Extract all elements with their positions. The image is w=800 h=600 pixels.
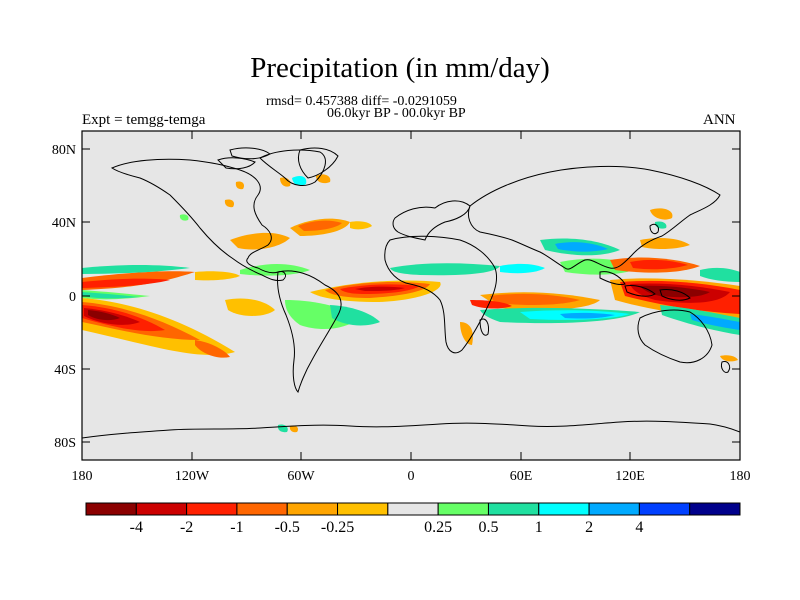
colorbar-label: 4 <box>635 519 643 536</box>
colorbar-label: 1 <box>535 519 543 536</box>
colorbar-label: -4 <box>130 519 143 536</box>
colorbar-swatch <box>85 502 137 516</box>
colorbar-swatch <box>236 502 288 516</box>
colorbar-swatch <box>186 502 238 516</box>
colorbar-label: -1 <box>230 519 243 536</box>
colorbar-label: -2 <box>180 519 193 536</box>
colorbar-swatch <box>337 502 389 516</box>
y-tick-label: 80N <box>52 143 76 158</box>
stats-line-1: rmsd= 0.457388 diff= -0.0291059 <box>266 94 457 109</box>
colorbar-swatch <box>588 502 640 516</box>
colorbar-label: -0.5 <box>275 519 300 536</box>
colorbar-labels: -4 -2 -1 -0.5 -0.25 0.25 0.5 1 2 4 <box>130 519 644 536</box>
colorbar-swatch <box>487 502 540 516</box>
x-tick-label: 60W <box>287 469 315 484</box>
colorbar-swatch <box>135 502 188 516</box>
colorbar-label: -0.25 <box>321 519 354 536</box>
x-tick-label: 180 <box>72 469 93 484</box>
x-tick-label: 60E <box>510 469 533 484</box>
colorbar-swatch <box>689 502 741 516</box>
y-tick-label: 0 <box>69 290 76 305</box>
colorbar <box>85 502 741 516</box>
x-tick-label: 120E <box>615 469 645 484</box>
x-tick-label: 180 <box>730 469 751 484</box>
y-tick-label: 40S <box>54 363 76 378</box>
y-tick-label: 40N <box>52 216 76 231</box>
colorbar-swatch <box>638 502 691 516</box>
colorbar-swatch <box>538 502 590 516</box>
season-label: ANN <box>703 112 736 128</box>
coastlines <box>82 147 740 439</box>
colorbar-swatch <box>387 502 439 516</box>
colorbar-label: 2 <box>585 519 593 536</box>
y-axis-ticks <box>82 131 740 460</box>
colorbar-swatch <box>286 502 339 516</box>
x-tick-label: 120W <box>175 469 210 484</box>
x-tick-label: 0 <box>408 469 415 484</box>
experiment-label: Expt = temgg-temga <box>82 112 206 128</box>
stats-line-2: 06.0kyr BP - 00.0kyr BP <box>327 106 466 121</box>
colorbar-label: 0.25 <box>424 519 452 536</box>
colorbar-swatch <box>437 502 489 516</box>
plot-title: Precipitation (in mm/day) <box>250 52 550 84</box>
y-tick-label: 80S <box>54 436 76 451</box>
colorbar-label: 0.5 <box>478 519 498 536</box>
